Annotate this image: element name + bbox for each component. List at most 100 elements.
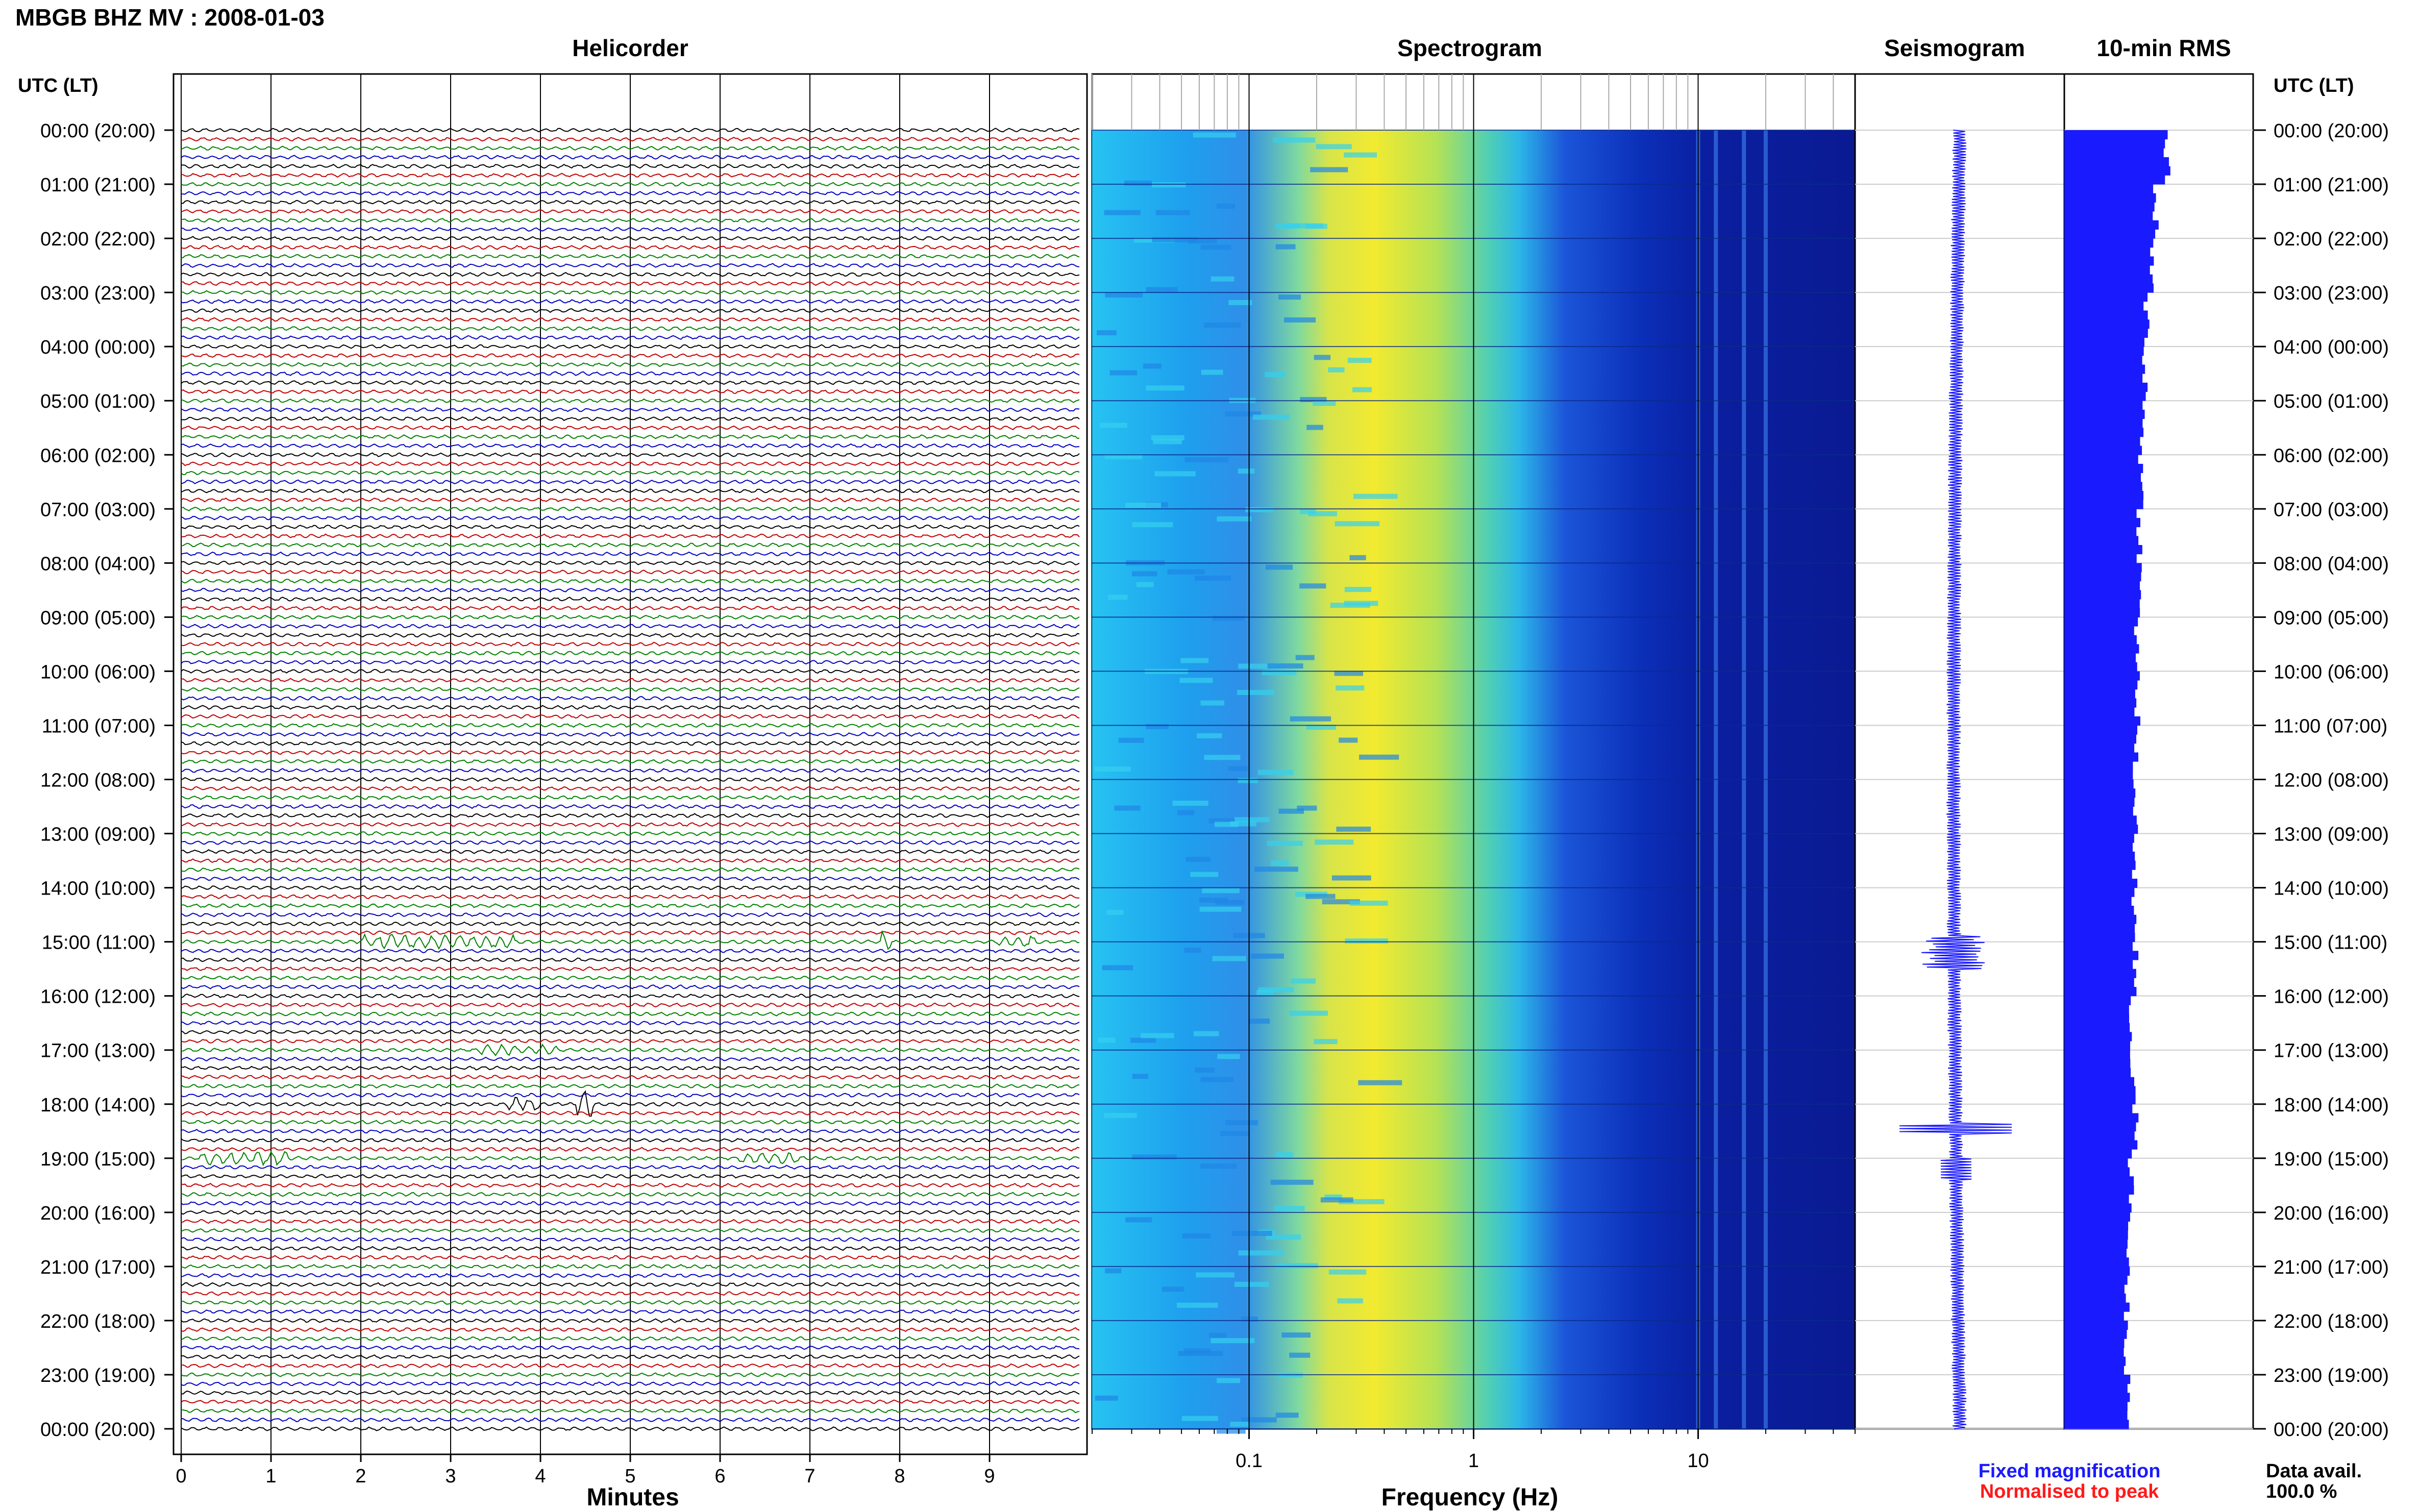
time-label-right: 18:00 (14:00)	[2274, 1095, 2389, 1116]
spectrogram-cell	[1118, 737, 1144, 743]
helicorder-trace	[181, 894, 1080, 900]
spectrogram-cell	[1228, 300, 1252, 305]
spectrogram-cell	[1155, 210, 1190, 215]
spectrogram-cell	[1196, 1272, 1235, 1278]
spectrogram-cell	[1199, 906, 1242, 912]
spectrogram-cell	[1337, 1298, 1363, 1304]
rms-bar	[2064, 1347, 2124, 1357]
spectrogram-cell	[1245, 507, 1274, 512]
spectrogram-cell	[1153, 439, 1182, 444]
spectrogram-cell	[1179, 678, 1213, 683]
rms-bar	[2064, 1339, 2125, 1348]
helicorder-trace	[181, 172, 1080, 178]
rms-bar	[2064, 1059, 2131, 1069]
rms-bar	[2064, 175, 2165, 185]
time-label-left: 00:00 (20:00)	[40, 120, 156, 142]
minute-tick-label: 2	[355, 1466, 366, 1487]
rms-bar	[2064, 1401, 2128, 1411]
helicorder-trace	[181, 1182, 1080, 1188]
spectrogram-cell	[1104, 454, 1143, 460]
rms-bar	[2064, 310, 2148, 320]
helicorder-trace	[181, 1120, 1080, 1125]
helicorder-trace	[181, 1237, 1080, 1242]
helicorder-trace	[181, 407, 1080, 412]
minute-tick-label: 3	[445, 1466, 456, 1487]
spectrogram-cell	[1284, 317, 1316, 323]
helicorder-trace	[181, 1083, 1080, 1089]
rms-bar	[2064, 247, 2151, 257]
rms-bar	[2064, 1068, 2131, 1078]
helicorder-trace	[181, 1273, 1080, 1278]
helicorder-trace	[181, 714, 1080, 719]
rms-bar	[2064, 1203, 2132, 1213]
rms-bar	[2064, 969, 2136, 978]
rms-bar	[2064, 608, 2140, 617]
minute-tick-label: 9	[984, 1466, 995, 1487]
frequency-axis: 0.1 1 10	[1092, 1429, 1856, 1472]
spectrogram-cell	[1184, 948, 1201, 953]
time-label-left: 00:00 (20:00)	[40, 1419, 156, 1441]
helicorder-trace	[181, 930, 1080, 950]
rms-bar	[2064, 1194, 2129, 1204]
helicorder-trace	[181, 362, 1080, 367]
rms-bar	[2064, 1320, 2128, 1330]
helicorder-trace	[181, 1029, 1080, 1035]
spectrogram-cell	[1291, 978, 1316, 984]
time-label-left: 03:00 (23:00)	[40, 283, 156, 304]
rms-bar	[2064, 1420, 2129, 1429]
rms-bar	[2064, 1311, 2124, 1321]
spectrogram-cell	[1124, 180, 1152, 186]
rms-bar	[2064, 509, 2137, 518]
spectrogram-cell	[1097, 330, 1117, 336]
spectrogram-cell	[1230, 1422, 1250, 1427]
rms-bar	[2064, 752, 2138, 762]
time-label-left: 22:00 (18:00)	[40, 1311, 156, 1332]
time-label-left: 16:00 (12:00)	[40, 986, 156, 1008]
spectrogram-cell	[1336, 685, 1365, 691]
rms-bar	[2064, 220, 2159, 230]
minute-tick-label: 4	[535, 1466, 546, 1487]
spectrogram-cell	[1107, 594, 1128, 600]
rms-bar	[2064, 337, 2144, 347]
helicorder-trace	[181, 1164, 1080, 1170]
helicorder-trace	[181, 434, 1080, 439]
frequency-axis-label: Frequency (Hz)	[1381, 1484, 1559, 1511]
spectrogram-cell	[1217, 516, 1252, 522]
helicorder-trace	[181, 921, 1080, 927]
rms-bar	[2064, 887, 2135, 897]
time-label-left: 05:00 (01:00)	[40, 391, 156, 412]
spectrogram-cell	[1136, 582, 1154, 587]
helicorder-trace	[181, 524, 1080, 530]
helicorder-trace	[181, 1264, 1080, 1269]
rms-bar	[2064, 914, 2137, 924]
rms-bar	[2064, 996, 2131, 1005]
helicorder-trace	[181, 470, 1080, 476]
utc-label-left: UTC (LT)	[18, 75, 98, 96]
helicorder-trace	[181, 1128, 1080, 1134]
helicorder-trace	[181, 885, 1080, 890]
rms-bar	[2064, 1212, 2130, 1222]
spectrogram-cell	[1211, 276, 1235, 282]
time-label-left: 09:00 (05:00)	[40, 607, 156, 629]
rms-bar	[2064, 1356, 2126, 1366]
time-axis-right: 00:00 (20:00) 01:00 (21:00) 02:00 (22:00) 0…	[2253, 120, 2389, 1441]
rms-bar	[2064, 761, 2133, 771]
helicorder-trace	[181, 1147, 1080, 1152]
rms-bar	[2064, 1005, 2129, 1014]
spectrogram-cell	[1308, 511, 1337, 516]
helicorder-trace	[181, 696, 1080, 701]
helicorder-trace	[181, 452, 1080, 457]
helicorder-trace	[181, 515, 1080, 520]
rms-bar	[2064, 1230, 2128, 1240]
spectrogram-cell	[1104, 210, 1141, 215]
rms-bar	[2064, 1302, 2130, 1312]
helicorder-trace	[181, 786, 1080, 791]
spectrogram-cell	[1289, 1352, 1311, 1358]
spectrogram-cell	[1095, 1395, 1118, 1401]
helicorder-trace	[181, 1354, 1080, 1359]
rms-bar	[2064, 1014, 2130, 1024]
rms-bar	[2064, 1366, 2124, 1375]
time-label-right: 09:00 (05:00)	[2274, 607, 2389, 629]
time-label-right: 08:00 (04:00)	[2274, 553, 2389, 575]
helicorder-trace	[181, 966, 1080, 972]
